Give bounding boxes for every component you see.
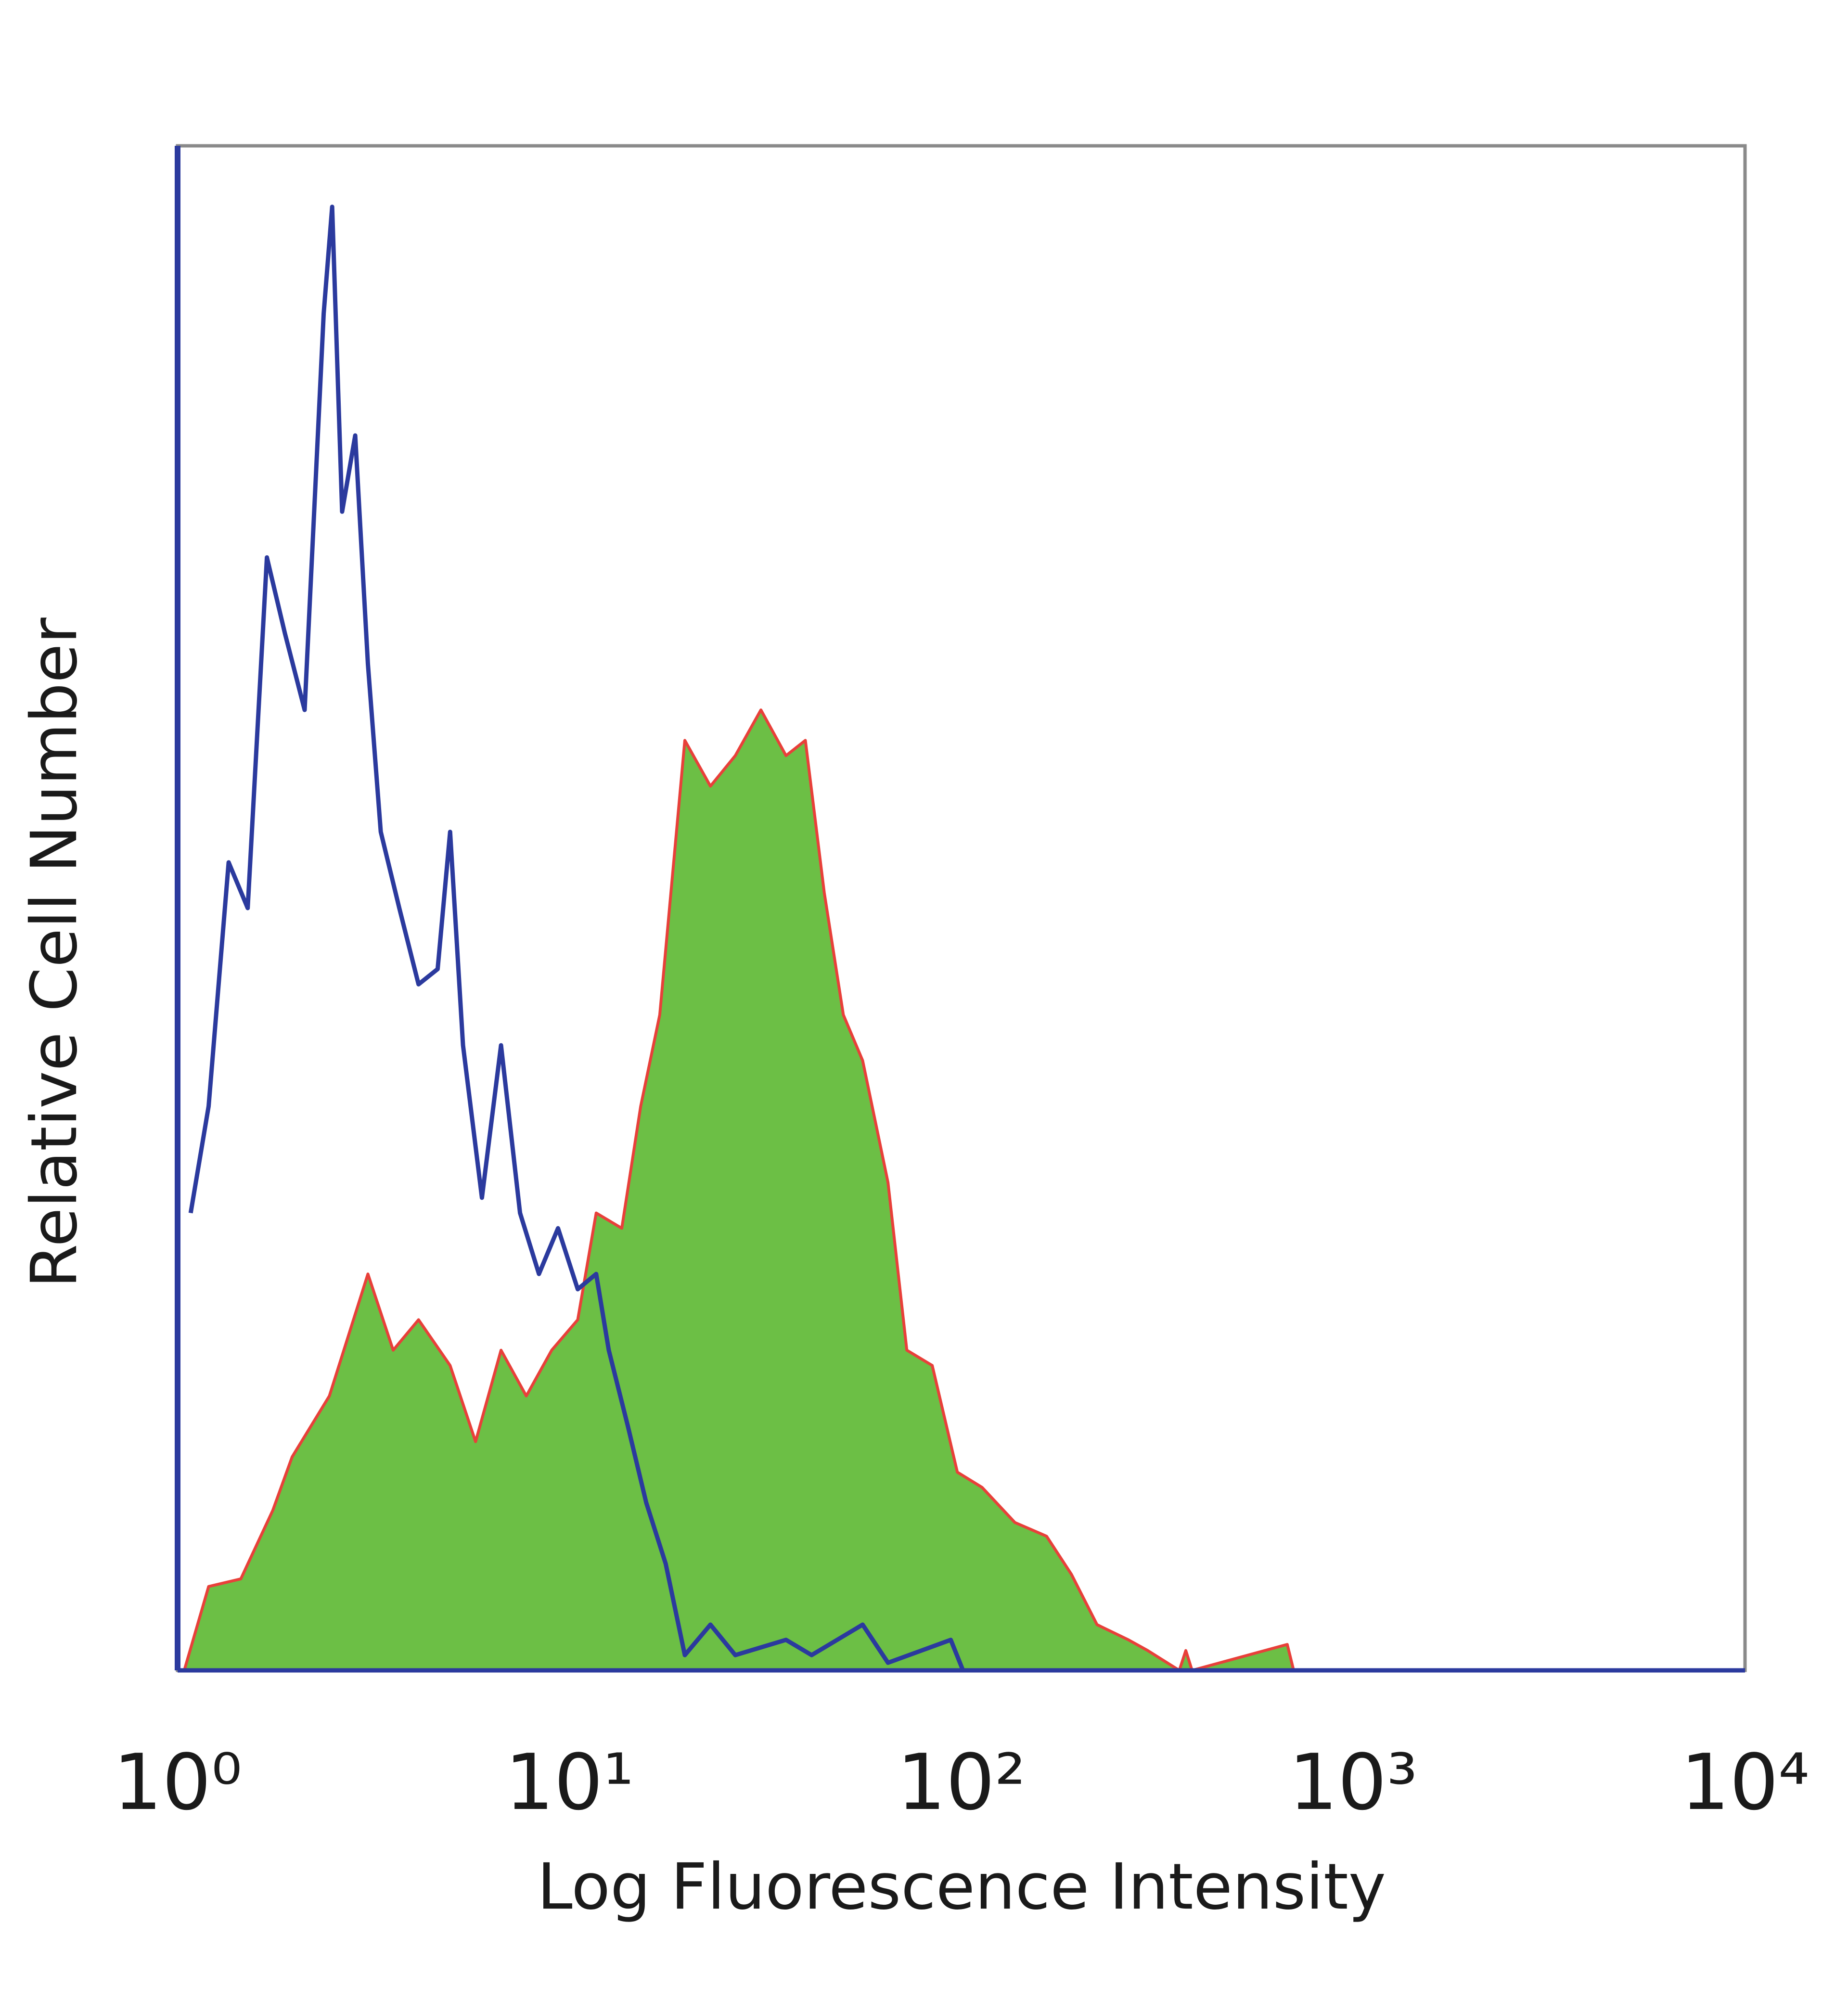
histogram-area	[184, 710, 1294, 1670]
x-axis-label: Log Fluorescence Intensity	[537, 1850, 1386, 1924]
x-tick-label: 10²	[897, 1737, 1026, 1827]
y-axis-label: Relative Cell Number	[17, 617, 91, 1288]
x-tick-label: 10³	[1289, 1737, 1418, 1827]
x-tick-label: 10¹	[505, 1737, 634, 1827]
x-tick-label: 10⁰	[113, 1737, 242, 1827]
histogram-edge	[183, 708, 1296, 1672]
histogram-line	[188, 205, 965, 1671]
x-tick-label: 10⁴	[1681, 1737, 1810, 1827]
